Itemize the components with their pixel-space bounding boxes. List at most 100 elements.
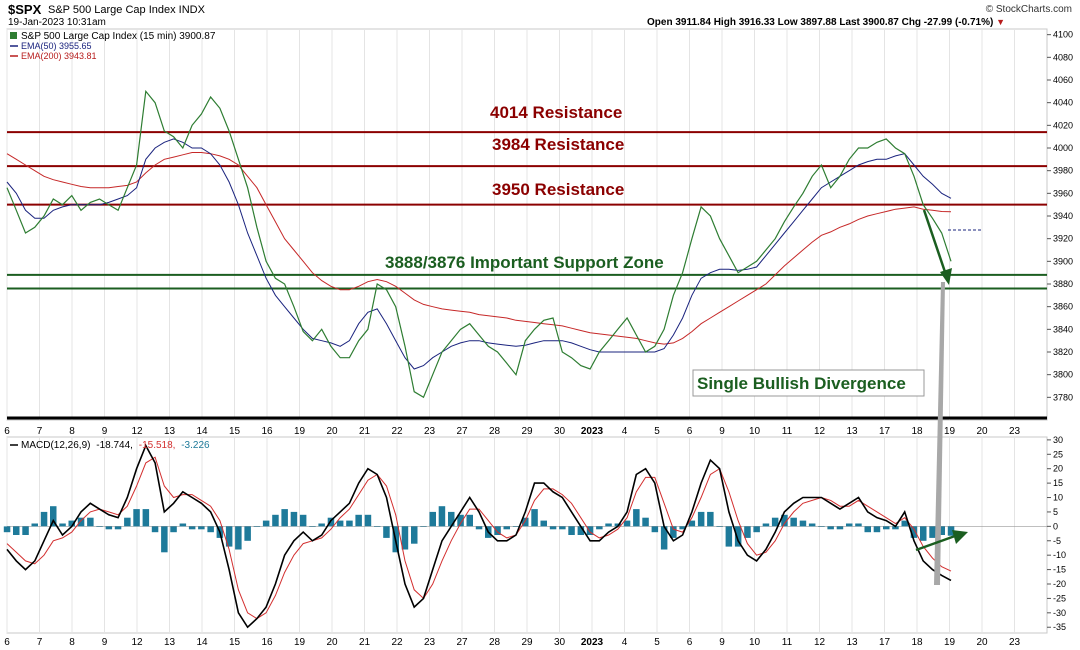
- x-tick-label: 27: [456, 637, 468, 648]
- x-tick-label: 28: [489, 637, 501, 648]
- macd-hist-bar: [697, 511, 705, 527]
- macd-hist-bar: [13, 526, 20, 535]
- price-y-tick-label: 4100: [1053, 30, 1073, 40]
- macd-hist-bar: [22, 526, 29, 535]
- x-tick-label: 2023: [581, 637, 604, 648]
- legend-swatch-price: [10, 32, 17, 39]
- macd-hist-bar: [660, 526, 668, 550]
- divergence-callout: Single Bullish Divergence: [692, 369, 925, 397]
- macd-y-tick-label: -25: [1053, 593, 1066, 603]
- x-tick-label: 18: [911, 426, 923, 437]
- macd-hist-bar: [3, 526, 11, 533]
- x-tick-label: 10: [749, 637, 761, 648]
- macd-legend-text: MACD(12,26,9) -18.744, -15.518, -3.226: [21, 440, 210, 451]
- price-y-tick-label: 3800: [1053, 370, 1073, 380]
- macd-hist-bar: [448, 511, 455, 527]
- x-tick-label: 29: [521, 637, 533, 648]
- macd-hist-bar: [161, 526, 168, 553]
- macd-hist-bar: [938, 526, 945, 535]
- x-tick-label: 12: [814, 637, 826, 648]
- macd-hist-bar: [901, 520, 908, 527]
- macd-hist-bar: [68, 520, 75, 527]
- x-tick-label: 6: [687, 426, 693, 437]
- macd-hist-bar: [549, 526, 557, 530]
- x-tick-label: 22: [391, 637, 403, 648]
- x-tick-label: 4: [622, 637, 628, 648]
- x-tick-label: 13: [846, 426, 858, 437]
- macd-hist-bar: [512, 526, 520, 527]
- legend-price: S&P 500 Large Cap Index (15 min) 3900.87: [21, 31, 216, 42]
- macd-hist-bar: [864, 526, 871, 533]
- macd-hist-bar: [466, 514, 473, 527]
- price-y-tick-label: 3880: [1053, 279, 1073, 289]
- macd-hist-bar: [559, 526, 566, 530]
- macd-hist-bar: [262, 520, 270, 527]
- price-y-tick-label: 4040: [1053, 98, 1073, 108]
- macd-hist-bar: [605, 523, 612, 527]
- macd-hist-bar: [651, 526, 659, 533]
- macd-hist-bar: [244, 526, 251, 541]
- x-tick-label: 17: [879, 426, 891, 437]
- macd-hist-bar: [679, 526, 686, 530]
- x-tick-label: 16: [261, 637, 273, 648]
- macd-x-axis: 6 7 8 9 12 13 14 15 16 19 20 21 22 23 27 28 29 30 2023 4 5 6 9…: [4, 637, 1020, 648]
- price-y-tick-label: 3840: [1053, 324, 1073, 334]
- annotation-3984-resistance: 3984 Resistance: [492, 135, 624, 154]
- annotation-3950-resistance: 3950 Resistance: [492, 180, 624, 199]
- price-y-tick-label: 3900: [1053, 256, 1073, 266]
- price-y-tick-label: 3820: [1053, 347, 1073, 357]
- x-tick-label: 13: [164, 426, 176, 437]
- macd-signal-line: [6, 456, 952, 620]
- ema200-line: [6, 152, 952, 345]
- macd-hist-bar: [87, 517, 94, 527]
- x-tick-label: 12: [131, 426, 143, 437]
- x-tick-label: 10: [749, 426, 761, 437]
- macd-hist-bar: [336, 520, 344, 527]
- annotation-support-zone: 3888/3876 Important Support Zone: [385, 253, 664, 272]
- divergence-box: [692, 369, 925, 397]
- macd-hist-bar: [133, 509, 140, 527]
- annotation-divergence: Single Bullish Divergence: [697, 374, 906, 393]
- price-y-tick-label: 3940: [1053, 211, 1073, 221]
- macd-hist-bar: [836, 526, 844, 530]
- macd-hist-bar: [374, 526, 381, 527]
- chart-datetime: 19-Jan-2023 10:31am: [8, 17, 106, 28]
- macd-hist-bar: [355, 514, 362, 527]
- macd-hist-bar: [179, 523, 187, 527]
- macd-hist-bar: [225, 526, 233, 547]
- macd-hist-bar: [855, 523, 862, 527]
- x-tick-label: 22: [391, 426, 403, 437]
- x-tick-label: 5: [654, 637, 660, 648]
- macd-hist-bar: [420, 526, 427, 527]
- macd-hist-bar: [642, 517, 649, 527]
- x-tick-label: 14: [196, 637, 208, 648]
- macd-hist-bar: [207, 526, 214, 533]
- macd-hist-bar: [50, 506, 57, 527]
- legend-ema50: EMA(50) 3955.65: [21, 41, 92, 51]
- x-tick-label: 20: [326, 637, 338, 648]
- macd-y-tick-label: -30: [1053, 608, 1066, 618]
- macd-hist-bar: [929, 526, 936, 538]
- macd-hist-bar: [846, 523, 853, 527]
- price-y-tick-label: 3780: [1053, 392, 1073, 402]
- price-y-tick-label: 3980: [1053, 166, 1073, 176]
- macd-hist-bar: [383, 526, 390, 538]
- macd-hist-bar: [827, 526, 834, 530]
- macd-y-tick-label: -5: [1053, 536, 1061, 546]
- x-tick-label: 8: [69, 426, 75, 437]
- macd-hist-bar: [151, 526, 159, 533]
- macd-y-tick-label: -15: [1053, 565, 1066, 575]
- legend-ema200: EMA(200) 3943.81: [21, 51, 97, 61]
- macd-legend: MACD(12,26,9) -18.744, -15.518, -3.226: [10, 440, 210, 451]
- macd-hist-bar: [96, 526, 103, 527]
- macd-hist-bar: [762, 523, 770, 527]
- macd-hist-bar: [818, 526, 825, 527]
- price-vertical-grid: [6, 29, 1015, 420]
- x-tick-label: 20: [976, 637, 988, 648]
- macd-hist-bar: [753, 526, 760, 533]
- macd-y-tick-label: 30: [1053, 435, 1063, 445]
- macd-hist-bar: [40, 511, 48, 527]
- macd-y-tick-label: -10: [1053, 550, 1066, 560]
- macd-hist-bar: [947, 526, 955, 536]
- x-tick-label: 18: [911, 637, 923, 648]
